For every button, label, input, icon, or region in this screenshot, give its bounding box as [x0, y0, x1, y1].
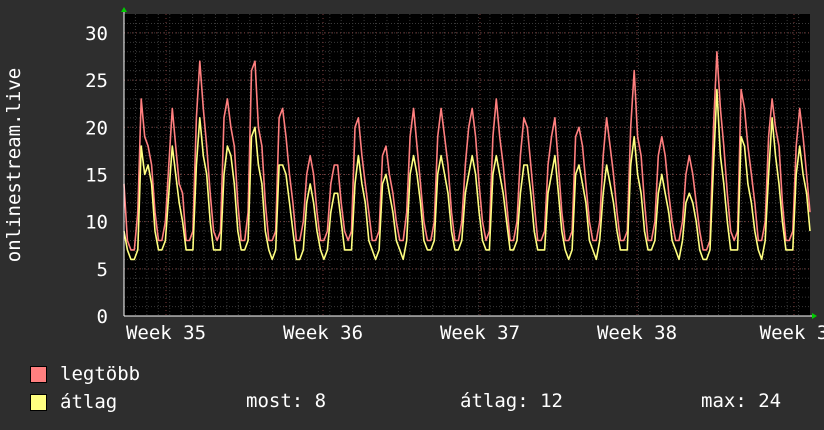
- stat-current: most: 8: [246, 390, 327, 412]
- x-tick-label: Week 3: [760, 322, 824, 344]
- y-tick-label: 0: [97, 306, 108, 328]
- y-tick-label: 10: [85, 212, 108, 234]
- y-tick-label: 15: [85, 164, 108, 186]
- legend-swatch-atlag: [30, 393, 47, 411]
- legend-label-atlag: átlag: [60, 391, 118, 413]
- x-tick-label: Week 35: [126, 322, 206, 344]
- y-axis-label: onlinestream.live: [3, 68, 25, 262]
- x-tick-label: Week 37: [440, 322, 520, 344]
- y-tick-label: 30: [85, 23, 108, 45]
- legend-item-atlag: átlag: [30, 391, 117, 413]
- legend-label-legtobb: legtöbb: [60, 363, 141, 385]
- y-axis-arrow: [121, 7, 127, 12]
- y-tick-label: 25: [85, 70, 108, 92]
- series-line-atlag: [123, 88, 811, 261]
- y-tick-label: 5: [97, 259, 108, 281]
- series-line-legtobb: [123, 51, 811, 251]
- x-axis-arrow: [812, 313, 817, 319]
- legend-item-legtobb: legtöbb: [30, 363, 140, 385]
- legend-swatch-legtobb: [30, 365, 47, 383]
- stat-average: átlag: 12: [460, 390, 563, 412]
- x-tick-label: Week 36: [283, 322, 363, 344]
- stat-max: max: 24: [701, 390, 782, 412]
- y-tick-label: 20: [85, 117, 108, 139]
- x-tick-label: Week 38: [597, 322, 677, 344]
